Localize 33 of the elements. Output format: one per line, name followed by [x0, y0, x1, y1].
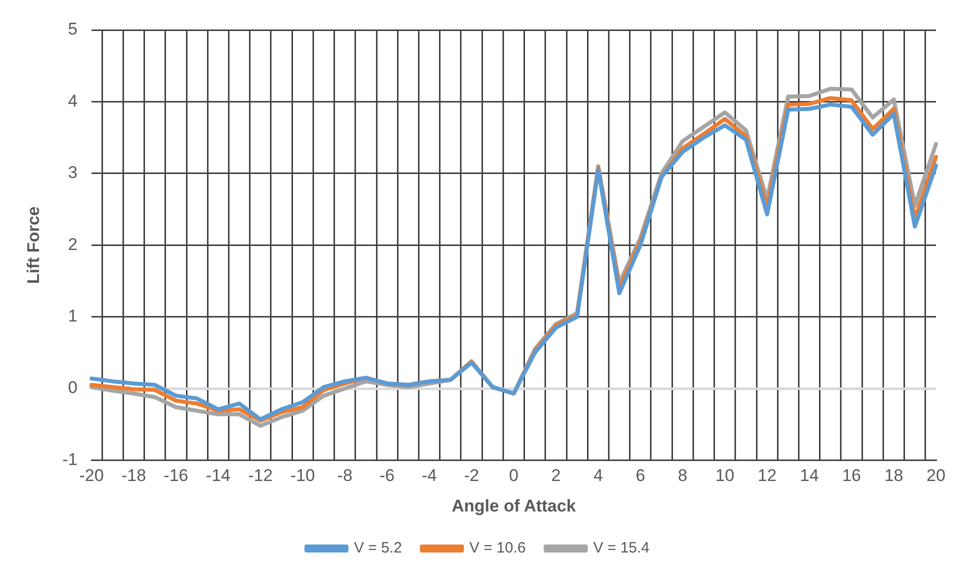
x-tick-label: 4 [593, 466, 603, 486]
y-tick-label: 1 [68, 306, 78, 326]
x-tick-label: 10 [715, 466, 734, 486]
y-tick-label: 4 [68, 91, 78, 110]
x-tick-label: -6 [380, 466, 395, 486]
x-tick-label: 2 [551, 466, 561, 486]
y-axis-title: Lift Force [24, 206, 43, 284]
x-tick-label: -12 [248, 466, 273, 486]
x-tick-label: -16 [164, 466, 188, 486]
x-tick-label: 14 [800, 466, 819, 486]
x-tick-label: 12 [758, 466, 777, 486]
x-axis-title: Angle of Attack [452, 496, 576, 516]
y-tick-label: 3 [68, 163, 78, 182]
x-tick-label: -20 [79, 466, 104, 486]
x-tick-label: 18 [884, 466, 904, 486]
x-tick-label: -14 [206, 466, 230, 486]
x-tick-label: 0 [509, 466, 518, 486]
legend-label: V = 10.6 [469, 540, 526, 557]
x-tick-label: -8 [337, 466, 352, 486]
x-tick-label: 8 [678, 466, 688, 486]
x-tick-label: -4 [422, 466, 437, 486]
x-tick-label: 16 [842, 466, 862, 486]
x-tick-label: -2 [464, 466, 480, 486]
y-tick-label: 5 [68, 20, 78, 39]
legend-label: V = 5.2 [354, 540, 402, 557]
legend-label: V = 15.4 [593, 540, 650, 557]
x-tick-label: 20 [926, 466, 946, 486]
y-tick-label: -1 [62, 450, 78, 469]
x-tick-label: -10 [290, 466, 315, 486]
y-tick-label: 0 [68, 378, 78, 398]
y-tick-label: 2 [68, 234, 78, 254]
x-tick-label: -18 [121, 466, 146, 486]
x-tick-label: 6 [636, 466, 646, 486]
